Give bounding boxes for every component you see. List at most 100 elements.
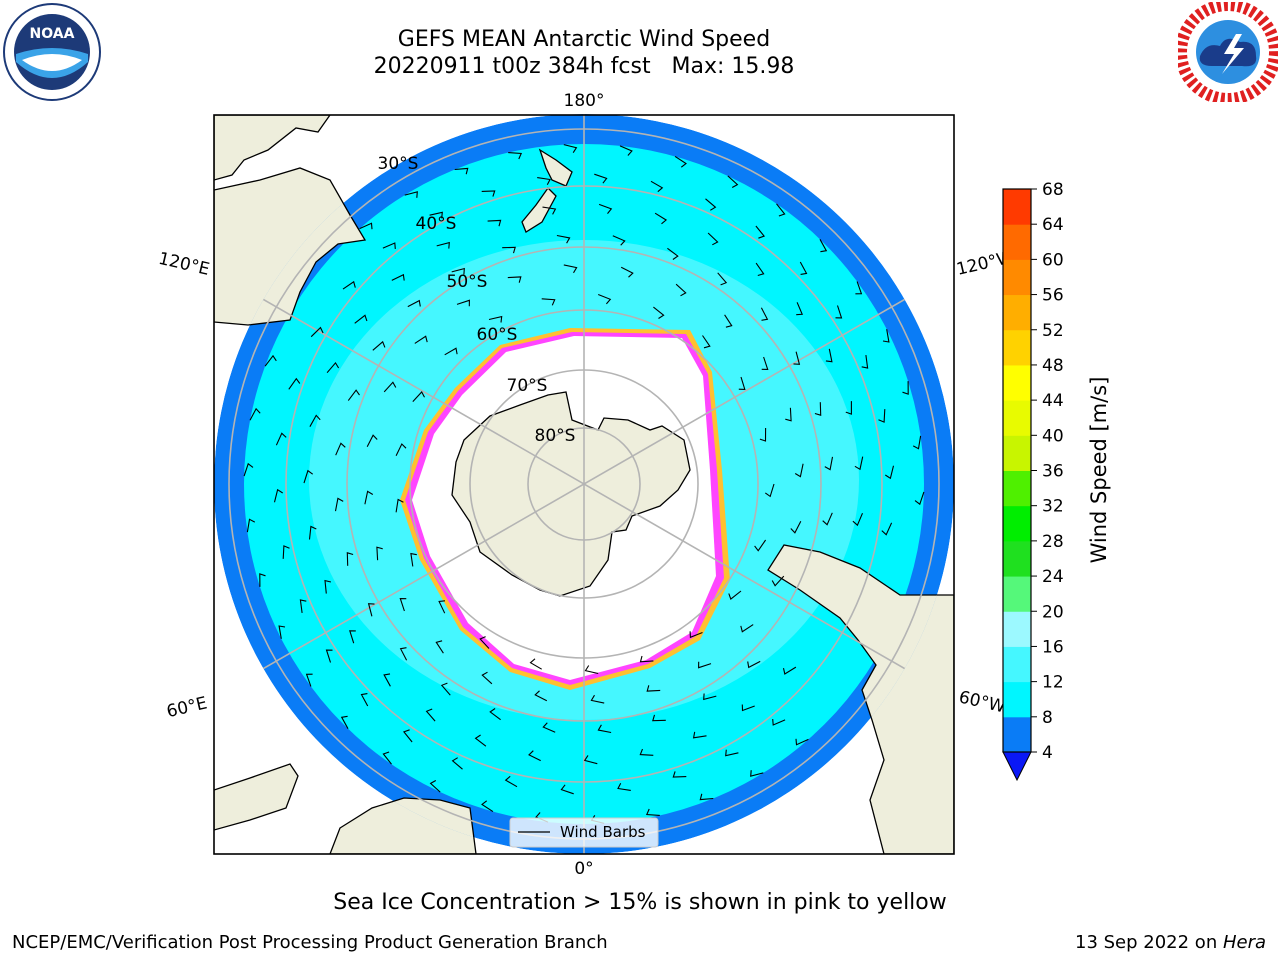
wind-barb	[275, 432, 287, 446]
wind-barb	[861, 355, 869, 369]
colorbar-tick-label: 12	[1042, 673, 1064, 693]
wind-barb	[771, 575, 785, 587]
map-legend: Wind Barbs	[509, 817, 659, 848]
wind-barb	[364, 490, 374, 505]
wind-barb	[584, 665, 599, 675]
colorbar-tick-label: 16	[1042, 637, 1064, 657]
colorbar-tick-label: 60	[1042, 250, 1064, 270]
wind-barb	[590, 694, 605, 704]
wind-barb	[755, 262, 765, 277]
wind-barb	[707, 232, 719, 246]
wind-barb	[667, 247, 679, 260]
wind-barb	[372, 340, 386, 351]
wind-barb	[438, 600, 446, 614]
colorbar-block	[1003, 576, 1031, 612]
colorbar-tick-label: 68	[1042, 180, 1064, 200]
wind-barb	[278, 625, 286, 639]
colorbar-extend-triangle	[1002, 751, 1032, 782]
wind-barb	[653, 306, 665, 319]
wind-barb	[738, 376, 746, 390]
wind-barb	[759, 427, 767, 442]
wind-barb	[249, 407, 261, 421]
colorbar-block	[1003, 611, 1031, 647]
wind-barb	[347, 389, 360, 401]
wind-barb	[795, 738, 809, 746]
wind-barb	[359, 222, 373, 230]
wind-barb	[354, 314, 368, 324]
colorbar-tick-label: 28	[1042, 532, 1064, 552]
wind-barb	[299, 599, 307, 613]
wind-barb	[854, 456, 864, 471]
wind-barb	[560, 784, 574, 795]
wind-barb	[326, 361, 340, 374]
lon-label-top: 180°	[564, 91, 605, 111]
wind-barb	[425, 708, 436, 722]
lat-label-30s: 30°S	[378, 154, 419, 174]
wind-barb	[825, 348, 833, 363]
colorbar-blocks	[1003, 189, 1031, 753]
colorbar-tick-label: 48	[1042, 356, 1064, 376]
wind-barb	[367, 603, 375, 617]
wind-barb	[481, 671, 493, 685]
wind-barb	[914, 491, 925, 506]
colorbar-block	[1003, 505, 1031, 542]
lon-label-bottom: 0°	[574, 859, 593, 879]
wind-barb	[542, 206, 557, 215]
wind-barb	[246, 518, 256, 533]
wind-barb	[912, 435, 922, 450]
colorbar-block	[1003, 540, 1031, 577]
wind-barb	[282, 545, 290, 559]
wind-barb	[878, 409, 886, 423]
wind-barb	[563, 144, 578, 153]
wind-barb	[308, 525, 317, 540]
colorbar-block	[1003, 470, 1031, 507]
wind-barb	[259, 573, 266, 587]
colorbar-block	[1003, 364, 1031, 401]
wind-barb	[654, 212, 668, 225]
wind-barb	[407, 299, 421, 308]
colorbar-tick-label: 36	[1042, 462, 1064, 482]
wind-barb	[435, 640, 444, 654]
wind-barb	[399, 647, 408, 661]
wind-barb	[845, 401, 852, 415]
wind-barb	[489, 708, 501, 721]
colorbar-tick-label: 24	[1042, 567, 1064, 587]
wind-barb	[689, 631, 703, 639]
wind-barb	[796, 302, 804, 316]
wind-barb	[436, 241, 450, 249]
wind-barb	[598, 203, 613, 214]
wind-barb	[451, 267, 465, 275]
plot-subtitle: 20220911 t00z 384h fcst Max: 15.98	[373, 54, 795, 79]
wind-barb	[504, 775, 518, 788]
colorbar-tick-label: 52	[1042, 321, 1064, 341]
wind-barb	[288, 377, 301, 390]
wind-barb	[619, 145, 633, 156]
colorbar-block	[1003, 681, 1031, 718]
footer-branch: NCEP/EMC/Verification Post Processing Pr…	[12, 932, 608, 953]
wind-barb	[243, 462, 254, 477]
wind-barb	[382, 242, 396, 249]
wind-barb	[410, 552, 417, 567]
wind-barb	[727, 175, 739, 188]
wind-barb	[429, 211, 443, 219]
wind-barb	[264, 354, 277, 367]
wind-barb	[310, 326, 324, 338]
wind-barb	[481, 800, 494, 813]
colorbar-tick-label: 4	[1042, 743, 1053, 763]
wind-barb	[794, 463, 804, 478]
wind-barb	[699, 793, 714, 801]
colorbar-block	[1003, 294, 1031, 331]
footer-host: Hera	[1222, 932, 1266, 953]
wind-barb	[741, 704, 755, 712]
wind-barb	[305, 673, 313, 687]
wind-barb	[402, 729, 413, 743]
wind-barb	[474, 734, 487, 747]
lat-label-80s: 80°S	[535, 426, 576, 446]
map-frame	[213, 114, 955, 855]
wind-barb	[819, 239, 828, 253]
wind-barb	[528, 750, 541, 762]
wind-barb	[776, 203, 786, 217]
wind-barb	[360, 693, 369, 707]
wind-barb	[652, 714, 666, 722]
svg-text:NOAA: NOAA	[30, 26, 75, 42]
